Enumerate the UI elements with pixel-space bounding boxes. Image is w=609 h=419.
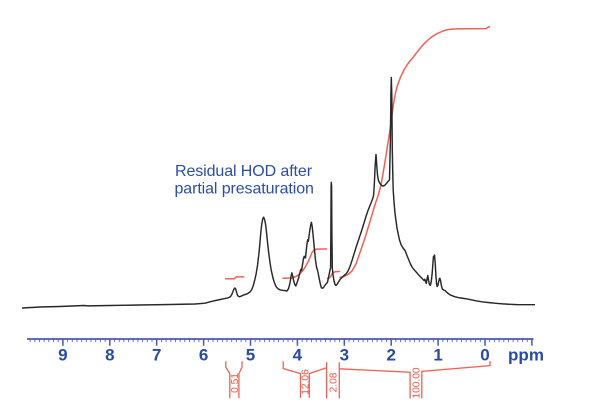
svg-text:6: 6 [199, 346, 208, 365]
svg-text:partial presaturation: partial presaturation [175, 181, 314, 198]
svg-text:8: 8 [105, 346, 114, 365]
svg-text:1: 1 [433, 346, 442, 365]
svg-text:ppm: ppm [508, 346, 544, 365]
svg-text:2.08: 2.08 [328, 372, 339, 392]
svg-text:100.00: 100.00 [411, 367, 422, 398]
svg-text:4: 4 [293, 346, 303, 365]
svg-text:5: 5 [246, 346, 255, 365]
svg-text:Residual HOD after: Residual HOD after [175, 163, 313, 180]
svg-text:7: 7 [152, 346, 161, 365]
svg-text:0: 0 [480, 346, 489, 365]
svg-text:3: 3 [340, 346, 349, 365]
svg-text:12.06: 12.06 [300, 369, 311, 395]
svg-text:9: 9 [58, 346, 67, 365]
svg-text:2: 2 [386, 346, 395, 365]
svg-text:0.51: 0.51 [230, 373, 241, 393]
